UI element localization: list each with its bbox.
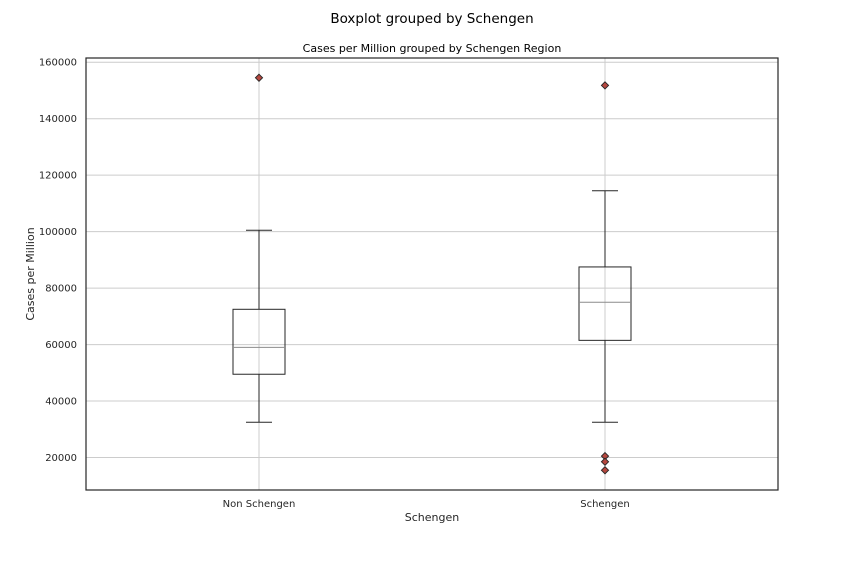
y-tick-label: 80000	[45, 284, 77, 295]
box-group	[578, 81, 632, 475]
x-tick-label: Schengen	[580, 499, 630, 510]
box-iqr	[578, 266, 632, 341]
chart-title: Cases per Million grouped by Schengen Re…	[303, 42, 562, 55]
box-group	[232, 73, 286, 423]
grid-lines	[86, 58, 778, 490]
plot-frame	[85, 57, 779, 491]
y-axis-label: Cases per Million	[24, 227, 37, 320]
y-tick-label: 60000	[45, 340, 77, 351]
flier-point	[600, 81, 610, 90]
x-tick-labels: Non Schengen Schengen	[223, 499, 630, 510]
flier-point	[600, 457, 610, 467]
y-tick-label: 100000	[39, 227, 77, 238]
boxes	[232, 73, 632, 475]
flier-point	[254, 73, 264, 83]
y-tick-label: 140000	[39, 114, 77, 125]
flier-point	[600, 465, 610, 475]
chart-suptitle: Boxplot grouped by Schengen	[330, 11, 533, 27]
y-tick-labels: 20000 40000 60000 80000 100000 120000 140000 16…	[39, 58, 77, 464]
x-tick-label: Non Schengen	[223, 499, 296, 510]
y-tick-label: 120000	[39, 171, 77, 182]
y-tick-label: 160000	[39, 58, 77, 69]
box-iqr	[232, 308, 286, 375]
y-tick-label: 40000	[45, 397, 77, 408]
x-axis-label: Schengen	[405, 511, 459, 524]
y-tick-label: 20000	[45, 453, 77, 464]
